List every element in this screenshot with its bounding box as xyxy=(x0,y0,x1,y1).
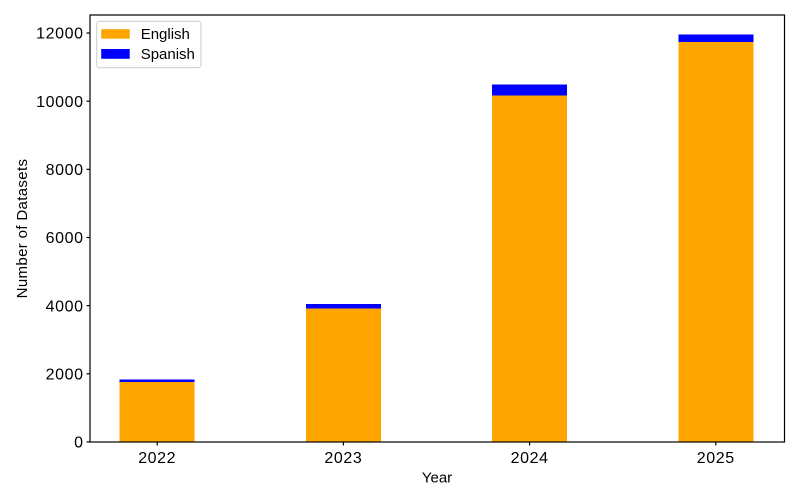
svg-text:10000: 10000 xyxy=(36,94,84,111)
svg-text:English: English xyxy=(141,26,190,43)
svg-text:12000: 12000 xyxy=(36,26,84,43)
svg-text:8000: 8000 xyxy=(46,162,84,179)
svg-text:2025: 2025 xyxy=(697,450,735,467)
svg-text:4000: 4000 xyxy=(46,298,84,315)
svg-text:2024: 2024 xyxy=(511,450,549,467)
svg-text:2023: 2023 xyxy=(324,450,362,467)
svg-text:2000: 2000 xyxy=(46,367,84,384)
svg-text:Spanish: Spanish xyxy=(141,46,195,63)
svg-text:Year: Year xyxy=(422,470,452,487)
svg-text:Number of Datasets: Number of Datasets xyxy=(14,159,31,299)
svg-text:0: 0 xyxy=(74,435,84,452)
svg-text:2022: 2022 xyxy=(138,450,176,467)
svg-text:6000: 6000 xyxy=(46,230,84,247)
